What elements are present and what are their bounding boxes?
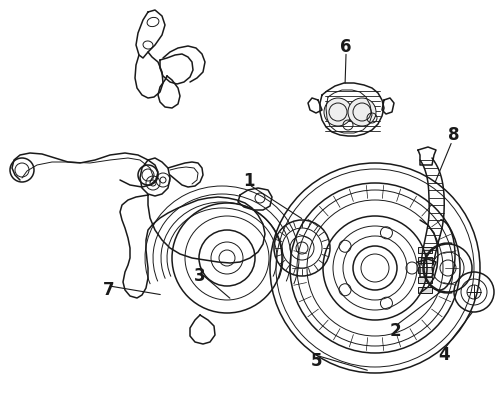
Text: 2: 2 — [390, 322, 402, 341]
Circle shape — [348, 98, 376, 126]
Text: 4: 4 — [438, 346, 450, 364]
Text: 6: 6 — [340, 38, 352, 56]
Text: 3: 3 — [193, 267, 205, 285]
Circle shape — [324, 98, 352, 126]
Bar — [418, 287, 432, 293]
Text: 1: 1 — [243, 172, 255, 190]
Text: 7: 7 — [103, 281, 115, 299]
Bar — [418, 277, 432, 283]
Text: 5: 5 — [310, 352, 322, 370]
Bar — [418, 267, 432, 273]
Bar — [418, 247, 432, 253]
Text: 8: 8 — [448, 126, 460, 144]
Bar — [418, 257, 432, 263]
